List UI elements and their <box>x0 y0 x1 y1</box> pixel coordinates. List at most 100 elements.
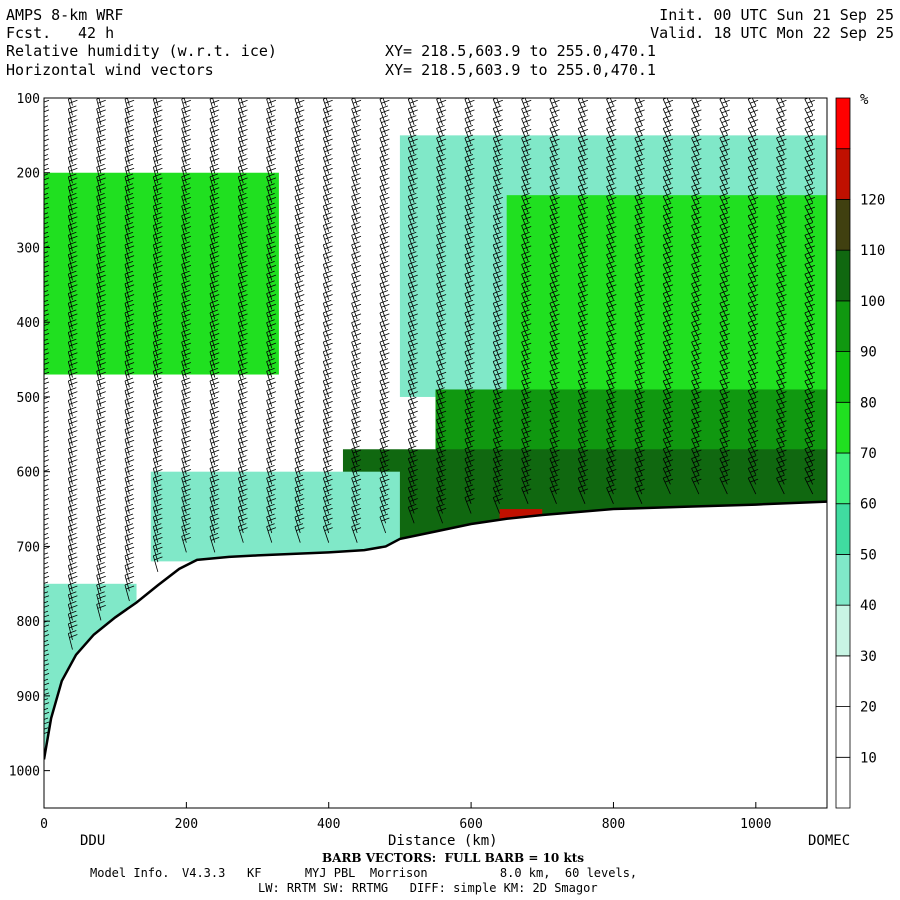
barb-flag <box>323 124 332 129</box>
barb-flag <box>211 478 220 483</box>
barb-flag <box>209 231 219 236</box>
barb-flag <box>521 192 530 197</box>
barb-flag <box>664 177 674 182</box>
barb-flag <box>804 416 813 421</box>
barb-flag <box>608 109 617 114</box>
barb-flag <box>663 435 672 440</box>
barb-staff <box>379 419 387 436</box>
barb-staff <box>436 371 443 388</box>
barb-staff <box>294 448 301 466</box>
barb-flag <box>68 465 77 469</box>
barb-flag <box>181 426 190 430</box>
barb-flag <box>238 241 247 246</box>
barb-flag <box>494 235 503 240</box>
barb-flag <box>721 401 730 405</box>
barb-flag <box>125 303 135 308</box>
barb-flag <box>551 362 560 366</box>
x-tick-label: 400 <box>317 817 340 832</box>
barb-flag <box>748 416 757 421</box>
barb-staff <box>407 429 415 446</box>
barb-flag <box>324 245 333 250</box>
barb-staff <box>237 235 244 252</box>
barb-staff <box>521 254 529 271</box>
barb-flag <box>44 235 50 239</box>
barb-flag <box>323 290 332 294</box>
barb-flag <box>636 148 645 153</box>
barb-staff <box>577 419 586 436</box>
barb-flag <box>211 449 220 454</box>
barb-staff <box>464 468 472 485</box>
barb-staff <box>662 477 671 495</box>
barb-staff <box>124 439 130 456</box>
barb-flag <box>381 294 390 298</box>
barb-staff <box>209 439 216 456</box>
barb-flag <box>69 294 78 298</box>
barb-staff <box>124 322 130 339</box>
barb-flag <box>551 469 560 473</box>
barb-flag <box>551 294 560 298</box>
barb-staff <box>209 477 216 495</box>
barb-flag <box>578 231 587 236</box>
barb-flag <box>494 274 503 279</box>
barb-flag <box>663 387 672 392</box>
barb-staff <box>266 273 273 291</box>
barb-staff <box>322 477 330 495</box>
barb-flag <box>804 309 813 314</box>
barb-flag <box>181 270 190 275</box>
barb-flag <box>181 358 190 362</box>
barb-flag <box>209 455 219 460</box>
barb-flag <box>69 488 78 493</box>
barb-flag <box>181 494 190 498</box>
barb-staff <box>67 254 73 271</box>
barb-flag <box>182 381 191 386</box>
wind-barb-column <box>351 98 362 543</box>
barb-flag <box>408 328 417 333</box>
barb-flag <box>352 401 362 405</box>
barb-staff <box>322 516 330 534</box>
barb-flag <box>267 459 277 464</box>
barb-staff <box>436 273 443 291</box>
barb-flag <box>211 187 220 192</box>
barb-flag <box>44 663 50 667</box>
barb-flag <box>749 430 759 434</box>
barb-flag <box>691 280 700 285</box>
barb-flag <box>523 488 532 493</box>
barb-flag <box>436 241 445 246</box>
barb-staff <box>181 215 187 232</box>
barb-staff <box>436 205 443 223</box>
barb-staff <box>152 157 159 174</box>
barb-flag <box>776 280 785 285</box>
barb-flag <box>523 177 532 182</box>
barb-flag <box>182 371 191 376</box>
barb-flag <box>44 692 50 696</box>
barb-staff <box>266 380 273 398</box>
barb-flag <box>97 420 106 425</box>
barb-flag <box>97 575 106 580</box>
barb-flag <box>549 416 559 421</box>
barb-flag <box>494 284 503 289</box>
barb-flag <box>636 119 645 123</box>
barb-flag <box>409 177 418 182</box>
barb-flag <box>436 455 445 460</box>
barb-flag <box>44 523 49 526</box>
barb-flag <box>182 177 191 182</box>
barb-staff <box>379 341 387 359</box>
barb-flag <box>209 503 219 508</box>
barb-staff <box>152 225 159 242</box>
barb-flag <box>351 328 360 333</box>
barb-flag <box>182 245 191 250</box>
barb-flag <box>381 420 390 425</box>
barb-staff <box>44 142 45 145</box>
barb-flag <box>578 124 587 129</box>
barb-flag <box>238 173 247 178</box>
barb-staff <box>464 283 472 300</box>
barb-staff <box>67 487 73 504</box>
barb-flag <box>578 212 587 217</box>
barb-flag <box>68 416 77 421</box>
barb-flag <box>153 445 162 450</box>
barb-flag <box>776 299 785 304</box>
barb-staff <box>436 196 443 213</box>
barb-staff <box>492 264 500 281</box>
barb-flag <box>523 303 532 308</box>
barb-flag <box>663 212 672 217</box>
